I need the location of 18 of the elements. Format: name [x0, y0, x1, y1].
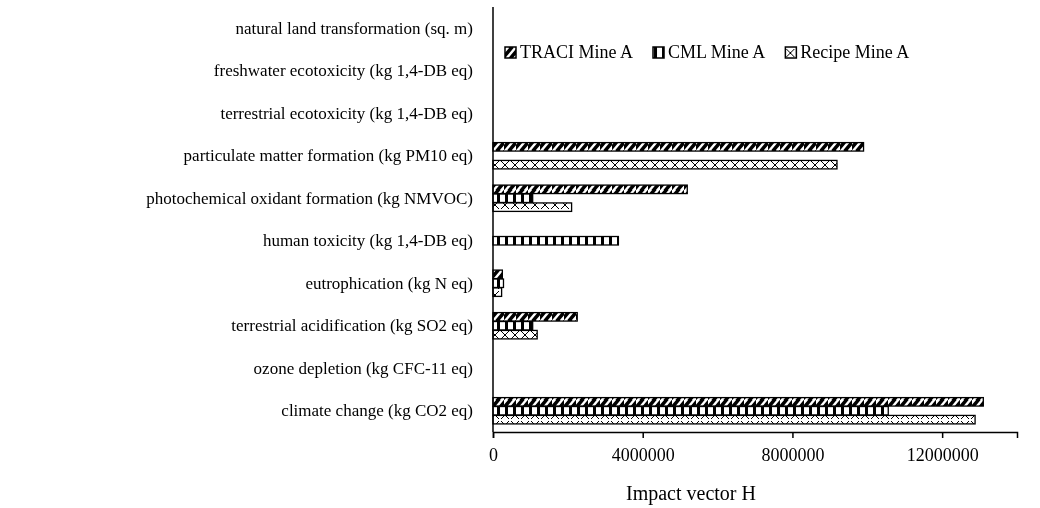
- y-tick-label: climate change (kg CO2 eq): [281, 401, 473, 421]
- y-tick-label: photochemical oxidant formation (kg NMVOC): [146, 188, 473, 208]
- x-tick-label: 8000000: [761, 444, 825, 465]
- y-tick-label: ozone depletion (kg CFC-11 eq): [253, 358, 473, 378]
- x-axis-title: Impact vector H: [626, 482, 756, 505]
- y-tick-label: terrestrial acidification (kg SO2 eq): [231, 316, 473, 336]
- y-tick-label: natural land transformation (sq. m): [235, 18, 473, 38]
- y-tick-label: particulate matter formation (kg PM10 eq): [183, 146, 473, 166]
- legend-label: TRACI Mine A: [520, 42, 634, 62]
- x-tick-label: 4000000: [611, 444, 675, 465]
- y-tick-label: freshwater ecotoxicity (kg 1,4-DB eq): [213, 61, 473, 81]
- legend-label: CML Mine A: [668, 42, 766, 62]
- y-tick-label: eutrophication (kg N eq): [305, 273, 473, 293]
- y-tick-label: terrestrial ecotoxicity (kg 1,4-DB eq): [220, 103, 473, 123]
- x-tick-label: 0: [489, 444, 498, 465]
- x-tick-label: 12000000: [906, 444, 979, 465]
- legend-label: Recipe Mine A: [800, 42, 910, 62]
- y-tick-label: human toxicity (kg 1,4-DB eq): [262, 231, 473, 251]
